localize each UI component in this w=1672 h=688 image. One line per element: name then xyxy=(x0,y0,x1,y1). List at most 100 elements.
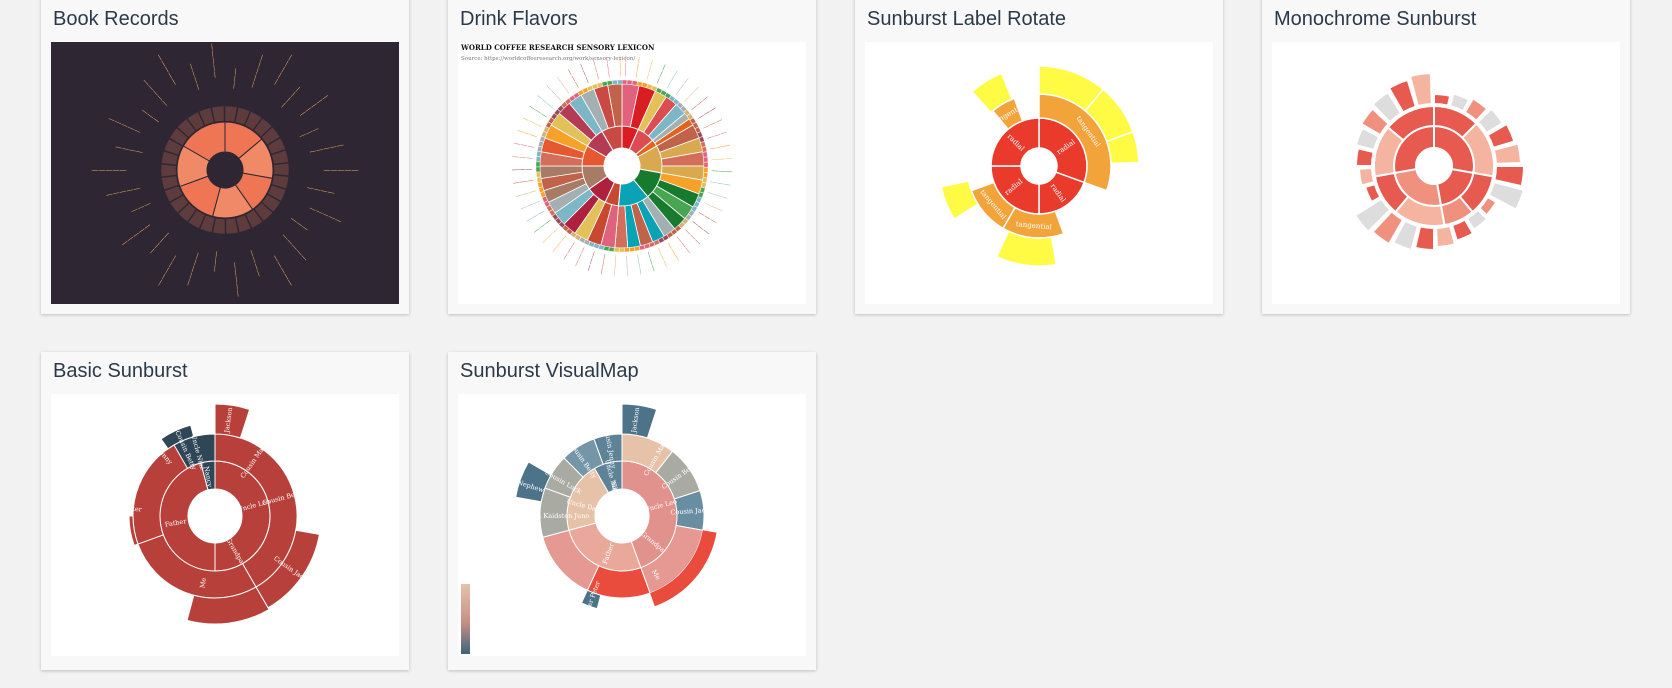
book-year-segment[interactable] xyxy=(169,194,189,214)
flavor-leaf-segment[interactable] xyxy=(536,176,542,183)
flavor-leaf-segment[interactable] xyxy=(535,161,541,167)
flavor-leaf-segment[interactable] xyxy=(651,85,658,92)
flavor-leaf-segment[interactable] xyxy=(548,117,555,124)
flavor-leaf-segment[interactable] xyxy=(688,209,695,217)
flavor-leaf-segment[interactable] xyxy=(697,131,703,138)
mono-outer-segment[interactable] xyxy=(1358,167,1376,187)
flavor-leaf-segment[interactable] xyxy=(624,247,630,253)
flavor-leaf-segment[interactable] xyxy=(703,172,708,178)
flavor-leaf-segment[interactable] xyxy=(541,131,548,138)
flavor-leaf-segment[interactable] xyxy=(702,177,708,184)
book-year-segment[interactable] xyxy=(225,217,239,235)
book-year-segment[interactable] xyxy=(244,111,263,131)
sunburst-segment-me-outer[interactable] xyxy=(186,586,270,625)
flavor-leaf-segment[interactable] xyxy=(653,239,660,246)
flavor-leaf-segment[interactable] xyxy=(683,109,691,117)
book-year-segment[interactable] xyxy=(234,107,251,126)
flavor-leaf-segment[interactable] xyxy=(598,244,605,251)
chart-card-sunburst-label-rotate[interactable]: Sunburst Label Rotate radial radial radial… xyxy=(855,0,1223,314)
flavor-leaf-segment[interactable] xyxy=(551,213,559,221)
flavor-leaf-segment[interactable] xyxy=(586,85,594,92)
flavor-leaf-segment[interactable] xyxy=(537,181,543,188)
flavor-leaf-segment[interactable] xyxy=(579,236,586,244)
book-year-segment[interactable] xyxy=(271,149,289,165)
flavor-leaf-segment[interactable] xyxy=(541,196,548,203)
flavor-leaf-segment[interactable] xyxy=(557,105,565,112)
mono-outer-segment[interactable] xyxy=(1486,122,1516,150)
flavor-leaf-segment[interactable] xyxy=(681,217,689,225)
book-year-segment[interactable] xyxy=(253,117,273,137)
vm-segment-jackson[interactable] xyxy=(621,403,658,439)
book-year-segment[interactable] xyxy=(187,111,205,131)
flavor-leaf-segment[interactable] xyxy=(660,89,667,97)
flavor-leaf-segment[interactable] xyxy=(535,156,541,162)
flavor-leaf-segment[interactable] xyxy=(674,225,682,232)
flavor-leaf-segment[interactable] xyxy=(701,182,707,189)
chart-card-basic-sunburst[interactable]: Basic Sunburst Jackson Cousin Mary Cousin … xyxy=(41,352,409,670)
mono-outer-segment[interactable] xyxy=(1413,225,1435,252)
flavor-leaf-segment[interactable] xyxy=(621,79,628,85)
book-year-segment[interactable] xyxy=(271,174,289,190)
flavor-leaf-segment[interactable] xyxy=(693,201,700,208)
chart-card-sunburst-visualmap[interactable]: Sunburst VisualMap Jackson Cousin Mary Cou… xyxy=(448,352,816,670)
flavor-leaf-segment[interactable] xyxy=(536,171,541,178)
flavor-leaf-segment[interactable] xyxy=(535,166,541,173)
flavor-leaf-segment[interactable] xyxy=(596,82,603,88)
flavor-leaf-segment[interactable] xyxy=(676,101,684,109)
chart-thumbnail[interactable]: ——— ————— ————— ———— ————— ——— ————— ————— ———— —… xyxy=(51,42,399,304)
book-year-segment[interactable] xyxy=(169,127,189,146)
mono-segment[interactable] xyxy=(1386,104,1435,142)
flavor-leaf-segment[interactable] xyxy=(639,244,646,251)
chart-thumbnail[interactable]: Jackson Cousin Mary Cousin Ben Cousin Jack U… xyxy=(458,394,806,656)
mono-outer-segment[interactable] xyxy=(1391,219,1420,252)
flavor-leaf-segment[interactable] xyxy=(562,224,569,232)
mono-outer-segment[interactable] xyxy=(1487,180,1526,212)
book-year-segment[interactable] xyxy=(212,217,226,235)
book-year-segment[interactable] xyxy=(163,138,183,156)
flavor-leaf-segment[interactable] xyxy=(560,101,568,109)
flavor-leaf-segment[interactable] xyxy=(555,217,562,225)
book-year-segment[interactable] xyxy=(245,209,263,229)
flavor-leaf-segment[interactable] xyxy=(601,81,608,87)
mono-outer-segment[interactable] xyxy=(1408,72,1433,108)
vm-segment-cousin-jenny[interactable] xyxy=(593,433,623,465)
flavor-leaf-segment[interactable] xyxy=(634,246,641,252)
book-year-segment[interactable] xyxy=(261,126,281,146)
flavor-leaf-segment[interactable] xyxy=(694,126,701,134)
book-year-segment[interactable] xyxy=(211,105,225,123)
book-year-segment[interactable] xyxy=(254,202,273,222)
flavor-leaf-segment[interactable] xyxy=(678,221,686,229)
flavor-leaf-segment[interactable] xyxy=(591,83,598,90)
flavor-leaf-segment[interactable] xyxy=(545,121,552,129)
vm-segment-nephew[interactable] xyxy=(515,461,552,503)
flavor-leaf-segment[interactable] xyxy=(568,95,576,102)
book-year-segment[interactable] xyxy=(161,175,179,191)
flavor-leaf-segment[interactable] xyxy=(698,136,705,143)
vm-segment-me-outer[interactable] xyxy=(650,530,717,607)
flavor-leaf-segment[interactable] xyxy=(606,80,613,86)
flavor-leaf-segment[interactable] xyxy=(692,122,699,129)
mono-outer-segment[interactable] xyxy=(1353,197,1392,234)
flavor-leaf-segment[interactable] xyxy=(702,151,708,158)
sunburst-segment-jackson[interactable] xyxy=(214,403,251,439)
flavor-leaf-segment[interactable] xyxy=(608,246,615,252)
flavor-leaf-segment[interactable] xyxy=(658,237,665,244)
mono-outer-segment[interactable] xyxy=(1359,107,1391,137)
flavor-leaf-segment[interactable] xyxy=(686,113,694,121)
flavor-leaf-segment[interactable] xyxy=(680,105,687,113)
flavor-leaf-segment[interactable] xyxy=(685,213,692,221)
flavor-leaf-segment[interactable] xyxy=(593,243,600,249)
chart-thumbnail[interactable]: WORLD COFFEE RESEARCH SENSORY LEXICON So… xyxy=(458,42,806,304)
flavor-leaf-segment[interactable] xyxy=(582,87,589,94)
flavor-leaf-segment[interactable] xyxy=(543,126,550,133)
flavor-leaf-segment[interactable] xyxy=(573,92,580,99)
book-year-segment[interactable] xyxy=(273,163,290,176)
flavor-leaf-segment[interactable] xyxy=(554,109,561,116)
book-year-segment[interactable] xyxy=(187,209,206,229)
book-category-segment[interactable] xyxy=(182,121,226,162)
book-year-segment[interactable] xyxy=(160,164,177,177)
book-year-segment[interactable] xyxy=(161,150,179,166)
flavor-leaf-segment[interactable] xyxy=(664,92,672,99)
flavor-leaf-segment[interactable] xyxy=(703,156,709,163)
flavor-leaf-segment[interactable] xyxy=(574,234,582,241)
